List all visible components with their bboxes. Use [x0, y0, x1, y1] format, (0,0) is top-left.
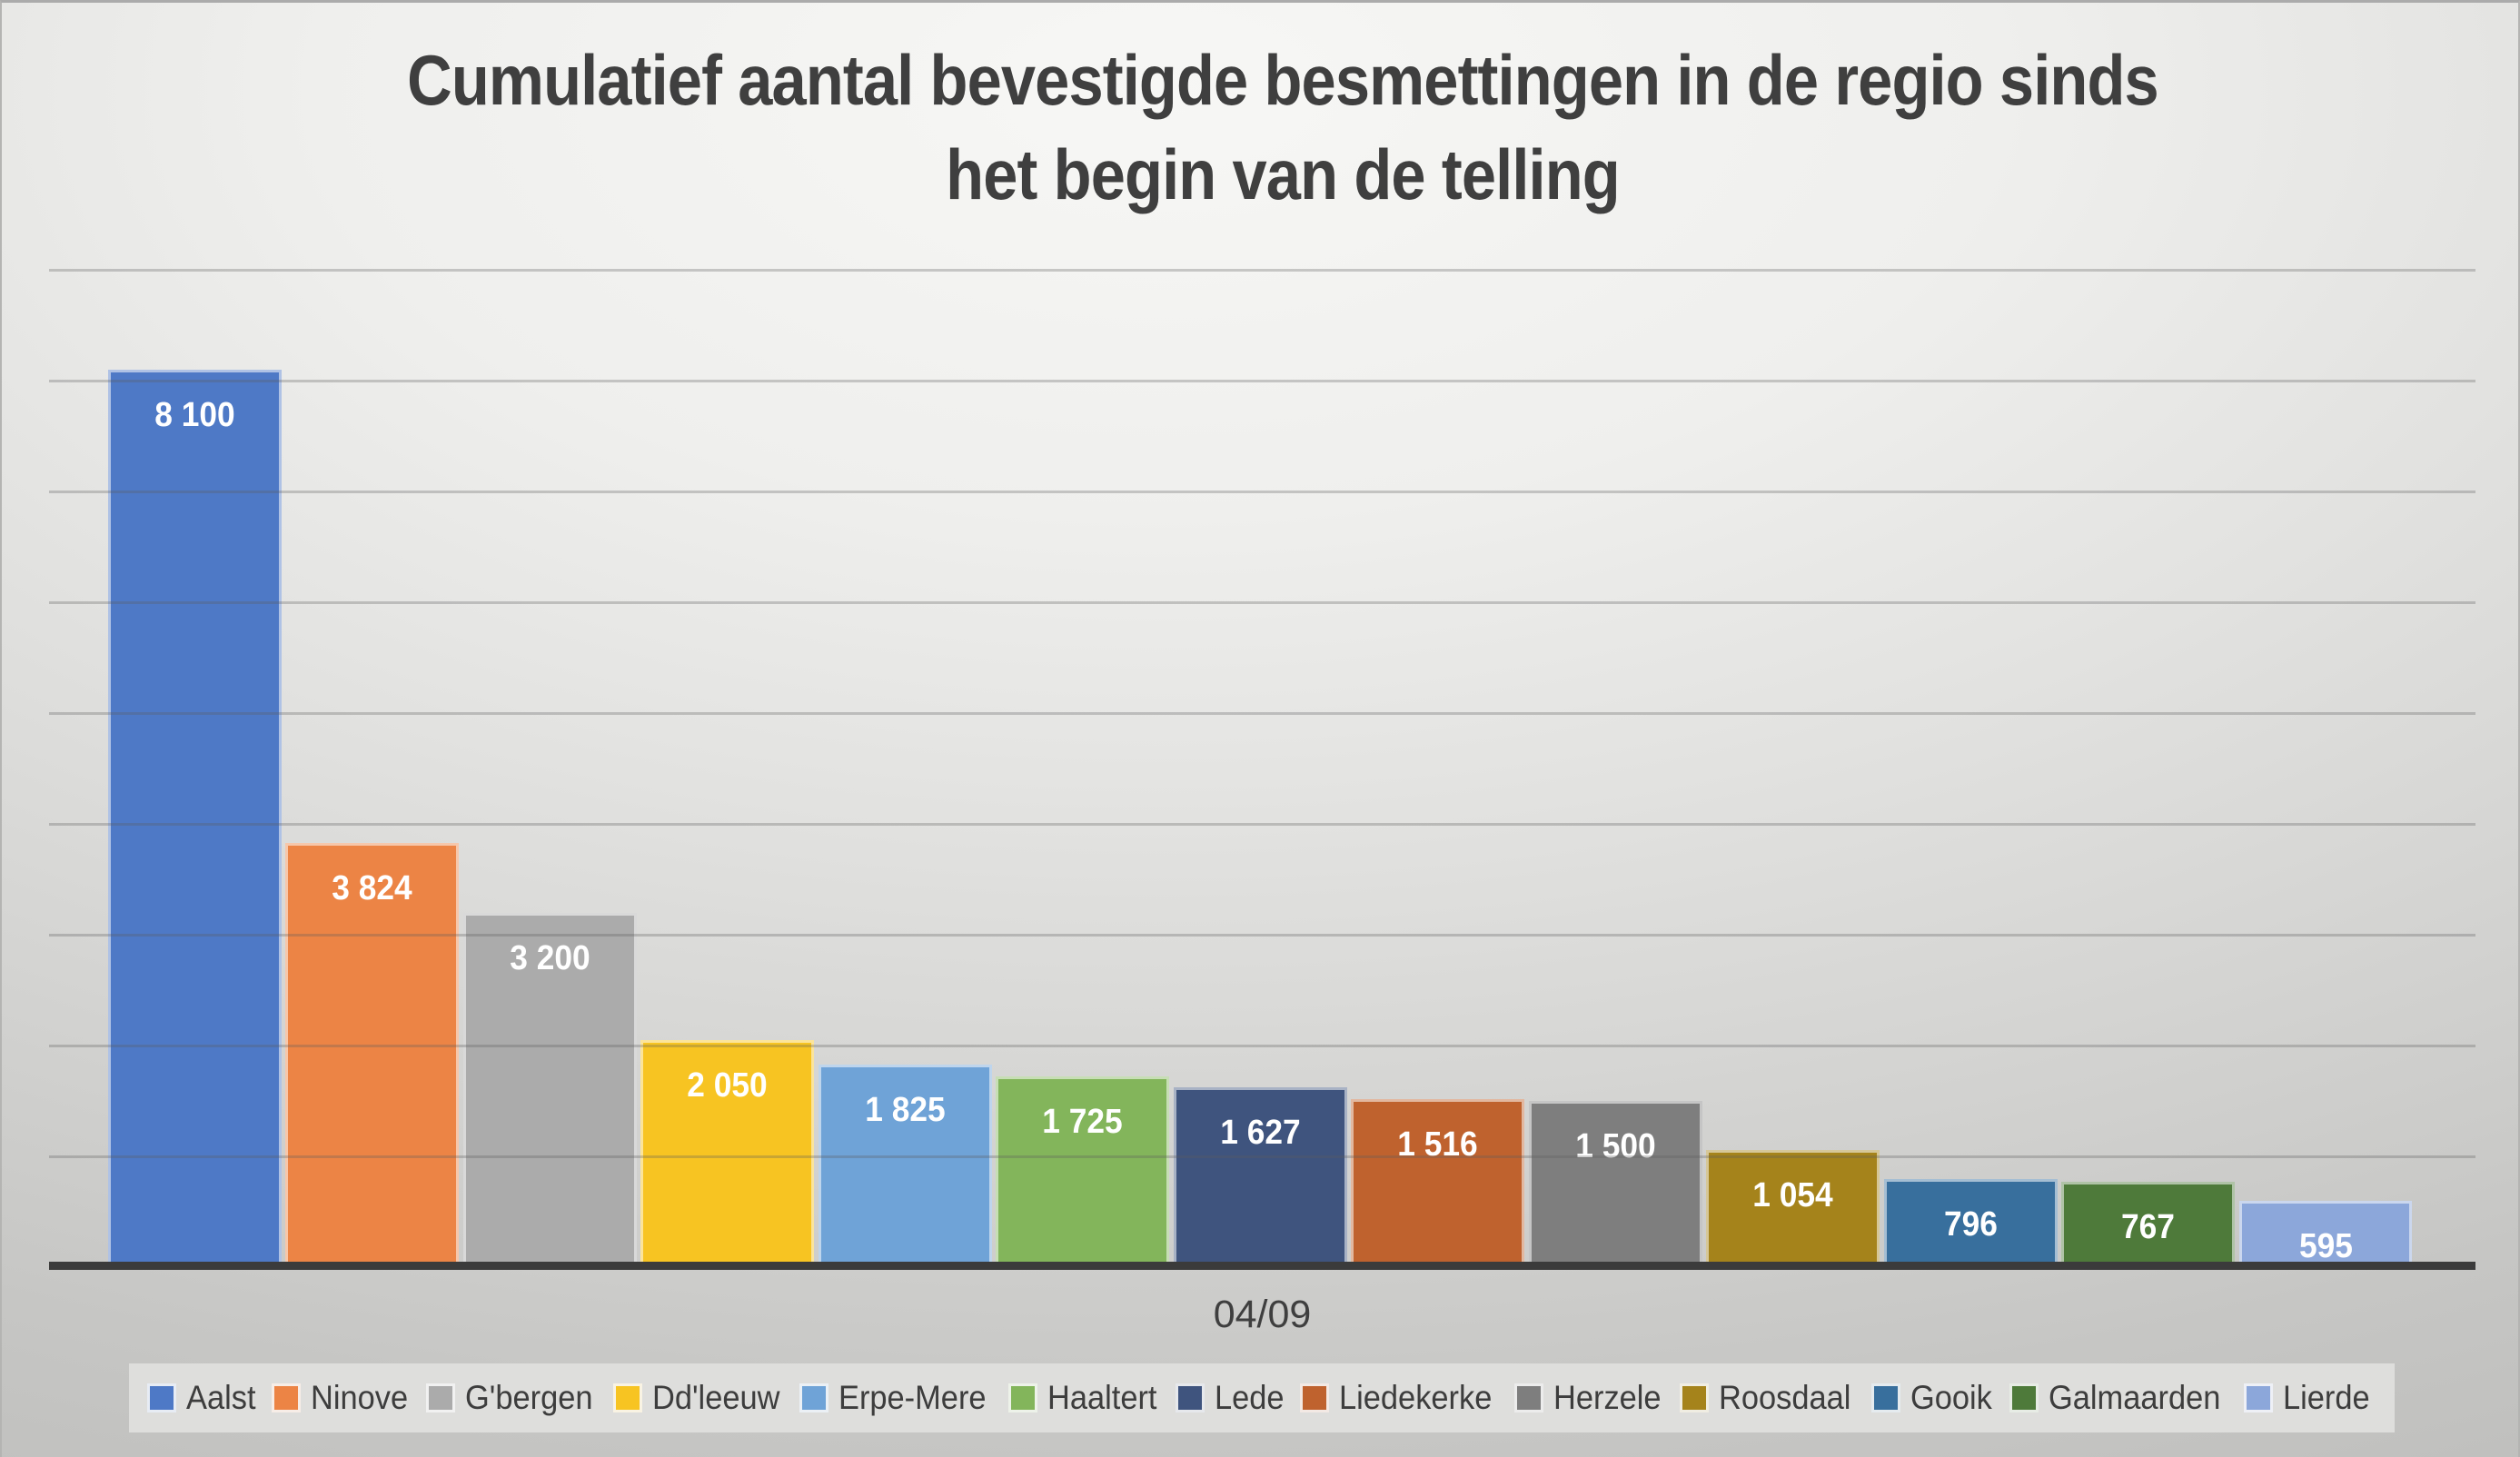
bar-g-bergen: 3 200 — [462, 912, 637, 1262]
bar-value-label-lierde: 595 — [2298, 1227, 2353, 1266]
legend-item-dd-leeuw: Dd'leeuw — [612, 1379, 789, 1417]
bar-ninove: 3 824 — [285, 843, 460, 1262]
legend-marker-icon-haaltert — [1007, 1383, 1037, 1412]
legend-marker-icon-galmaarden — [2009, 1383, 2039, 1412]
gridline-7000 — [49, 490, 2475, 493]
legend-label-lede: Lede — [1215, 1379, 1285, 1416]
legend-label-aalst: Aalst — [186, 1379, 256, 1416]
gridline-5000 — [49, 711, 2475, 715]
chart-title: Cumulatief aantal bevestigde besmettinge… — [199, 34, 2367, 222]
legend-marker-icon-roosdaal — [1680, 1383, 1710, 1412]
legend-item-liedekerke: Liedekerke — [1300, 1379, 1503, 1417]
legend-item-erpe-mere: Erpe-Mere — [799, 1379, 997, 1417]
bar-liedekerke: 1 516 — [1351, 1099, 1525, 1262]
gridline-3000 — [49, 933, 2475, 937]
legend: Aalst Ninove G'bergen Dd'leeuw Erpe-Mere Haal… — [129, 1363, 2395, 1432]
bar-roosdaal: 1 054 — [1706, 1150, 1880, 1262]
bar-value-label-ninove: 3 824 — [332, 869, 413, 908]
bar-galmaarden: 767 — [2061, 1182, 2236, 1262]
gridline-6000 — [49, 600, 2475, 604]
legend-item-herzele: Herzele — [1513, 1379, 1670, 1417]
chart-title-line-2: het begin van de telling — [946, 134, 1621, 214]
legend-marker-icon-lierde — [2243, 1383, 2273, 1412]
legend-marker-icon-aalst — [147, 1383, 176, 1412]
legend-label-lierde: Lierde — [2282, 1379, 2370, 1416]
gridline-4000 — [49, 822, 2475, 826]
legend-item-galmaarden: Galmaarden — [2009, 1379, 2234, 1417]
legend-marker-icon-liedekerke — [1300, 1383, 1330, 1412]
bar-value-label-erpe-mere: 1 825 — [865, 1091, 946, 1130]
bar-value-label-g-bergen: 3 200 — [510, 938, 590, 977]
bar-value-label-galmaarden: 767 — [2121, 1208, 2176, 1247]
bar-value-label-aalst: 8 100 — [154, 395, 235, 434]
legend-label-herzele: Herzele — [1553, 1379, 1662, 1416]
gridline-9000 — [49, 268, 2475, 272]
legend-label-roosdaal: Roosdaal — [1719, 1379, 1851, 1416]
gridline-1000 — [49, 1155, 2475, 1158]
legend-label-gooik: Gooik — [1910, 1379, 1993, 1416]
bar-value-label-herzele: 1 500 — [1574, 1127, 1656, 1165]
legend-item-ninove: Ninove — [271, 1379, 415, 1417]
legend-item-g-bergen: G'bergen — [425, 1379, 602, 1417]
legend-item-aalst: Aalst — [147, 1379, 261, 1417]
legend-label-erpe-mere: Erpe-Mere — [838, 1379, 987, 1416]
legend-marker-icon-erpe-mere — [799, 1383, 829, 1412]
legend-marker-icon-ninove — [271, 1383, 301, 1412]
x-axis-tick-label: 04/09 — [1213, 1293, 1312, 1336]
bar-aalst: 8 100 — [108, 369, 282, 1262]
legend-label-liedekerke: Liedekerke — [1339, 1379, 1493, 1416]
legend-label-dd-leeuw: Dd'leeuw — [651, 1379, 780, 1416]
legend-item-haaltert: Haaltert — [1007, 1379, 1166, 1417]
legend-marker-icon-g-bergen — [425, 1383, 455, 1412]
legend-label-g-bergen: G'bergen — [464, 1379, 593, 1416]
legend-marker-icon-herzele — [1513, 1383, 1543, 1412]
bar-lierde: 595 — [2238, 1201, 2413, 1265]
legend-item-lede: Lede — [1176, 1379, 1289, 1417]
bar-gooik: 796 — [1883, 1178, 2058, 1262]
legend-label-haaltert: Haaltert — [1047, 1379, 1157, 1416]
gridline-8000 — [49, 379, 2475, 382]
legend-marker-icon-gooik — [1871, 1383, 1901, 1412]
legend-label-ninove: Ninove — [310, 1379, 409, 1416]
bar-erpe-mere: 1 825 — [818, 1065, 992, 1262]
x-axis-line — [49, 1262, 2475, 1270]
legend-marker-icon-lede — [1176, 1383, 1205, 1412]
legend-marker-icon-dd-leeuw — [612, 1383, 642, 1412]
bar-value-label-roosdaal: 1 054 — [1752, 1176, 1833, 1215]
gridline-2000 — [49, 1044, 2475, 1047]
legend-item-gooik: Gooik — [1871, 1379, 1999, 1417]
bar-value-label-haaltert: 1 725 — [1042, 1102, 1123, 1141]
bar-herzele: 1 500 — [1528, 1101, 1702, 1262]
bar-value-label-liedekerke: 1 516 — [1397, 1125, 1478, 1165]
legend-label-galmaarden: Galmaarden — [2048, 1379, 2220, 1416]
chart-title-line-1: Cumulatief aantal bevestigde besmettinge… — [407, 40, 2159, 120]
bar-value-label-lede: 1 627 — [1220, 1113, 1301, 1152]
bar-value-label-gooik: 796 — [1943, 1204, 1998, 1244]
bar-haaltert: 1 725 — [996, 1075, 1170, 1262]
bar-dd-leeuw: 2 050 — [640, 1039, 815, 1262]
legend-item-lierde: Lierde — [2243, 1379, 2376, 1417]
bar-value-label-dd-leeuw: 2 050 — [687, 1065, 769, 1105]
bar-lede: 1 627 — [1173, 1086, 1347, 1262]
legend-item-roosdaal: Roosdaal — [1680, 1379, 1860, 1417]
